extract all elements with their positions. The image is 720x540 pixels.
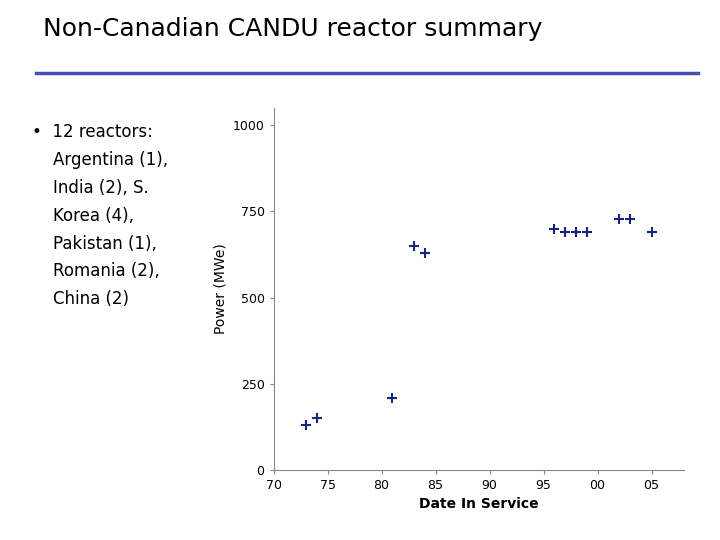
Point	[624, 214, 636, 223]
Point	[387, 394, 398, 403]
Point	[549, 224, 560, 233]
Point	[408, 241, 420, 250]
Text: Non-Canadian CANDU reactor summary: Non-Canadian CANDU reactor summary	[43, 17, 543, 41]
Point	[646, 228, 657, 237]
Point	[570, 228, 582, 237]
Text: •  12 reactors:
    Argentina (1),
    India (2), S.
    Korea (4),
    Pakistan: • 12 reactors: Argentina (1), India (2),…	[32, 123, 168, 308]
Y-axis label: Power (MWe): Power (MWe)	[213, 244, 227, 334]
X-axis label: Date In Service: Date In Service	[419, 497, 539, 511]
Point	[419, 248, 431, 257]
Point	[559, 228, 571, 237]
Point	[300, 421, 312, 429]
Point	[311, 414, 323, 422]
Point	[581, 228, 593, 237]
Point	[613, 214, 625, 223]
